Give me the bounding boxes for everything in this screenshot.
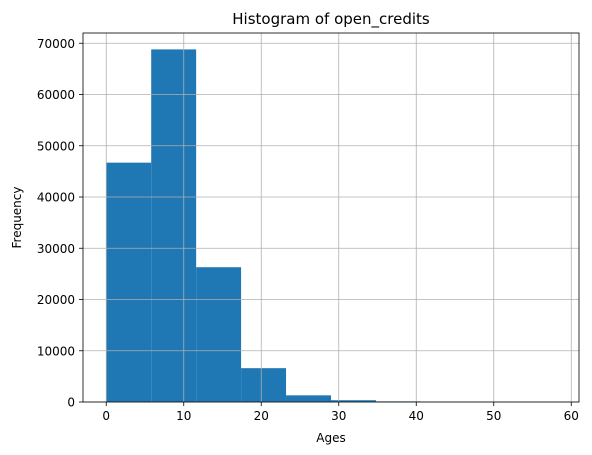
histogram-bar-5: [331, 400, 376, 402]
histogram-bar-3: [241, 368, 287, 402]
y-tick-label: 70000: [37, 37, 75, 51]
y-tick-label: 0: [67, 396, 75, 410]
y-tick-label: 40000: [37, 191, 75, 205]
histogram-bar-4: [286, 395, 331, 402]
histogram-bar-2: [196, 267, 242, 402]
histogram-bar-0: [106, 162, 152, 402]
x-axis-ticks: 0 10 20 30 40 50 60: [102, 402, 579, 423]
x-tick-label: 20: [254, 409, 269, 423]
y-tick-label: 50000: [37, 139, 75, 153]
x-tick-label: 10: [176, 409, 191, 423]
y-tick-label: 10000: [37, 344, 75, 358]
x-tick-label: 0: [102, 409, 110, 423]
y-axis-label: Frequency: [10, 187, 24, 249]
chart-title: Histogram of open_credits: [232, 10, 430, 29]
y-tick-label: 60000: [37, 88, 75, 102]
x-tick-label: 30: [331, 409, 346, 423]
histogram-bar-1: [151, 49, 197, 403]
x-tick-label: 40: [409, 409, 424, 423]
y-axis-ticks: 0 10000 20000 30000 40000 50000 60000 70000: [37, 37, 83, 410]
x-tick-label: 60: [564, 409, 579, 423]
plot-frame: [82, 32, 580, 403]
y-tick-label: 30000: [37, 242, 75, 256]
x-axis-label: Ages: [316, 431, 345, 445]
x-tick-label: 50: [486, 409, 501, 423]
y-tick-label: 20000: [37, 293, 75, 307]
histogram-bars: [106, 49, 556, 403]
grid-lines: [83, 33, 579, 403]
